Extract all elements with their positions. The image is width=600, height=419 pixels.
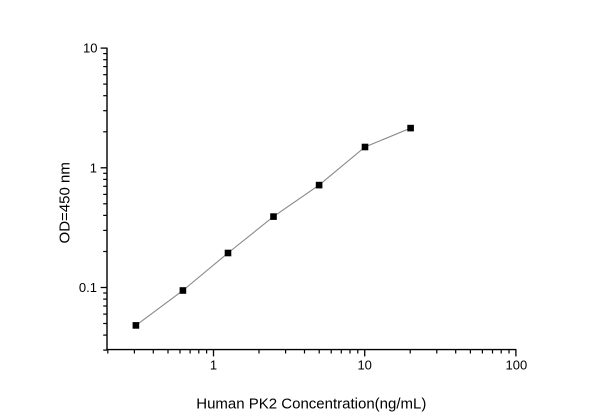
svg-text:1: 1 xyxy=(90,160,97,175)
svg-text:0.1: 0.1 xyxy=(79,280,97,295)
svg-text:1: 1 xyxy=(210,358,217,373)
svg-text:Human PK2 Concentration(ng/mL): Human PK2 Concentration(ng/mL) xyxy=(196,396,426,413)
svg-text:OD=450 nm: OD=450 nm xyxy=(57,162,74,243)
svg-text:100: 100 xyxy=(506,358,528,373)
svg-text:10: 10 xyxy=(83,41,97,56)
svg-text:10: 10 xyxy=(357,358,371,373)
